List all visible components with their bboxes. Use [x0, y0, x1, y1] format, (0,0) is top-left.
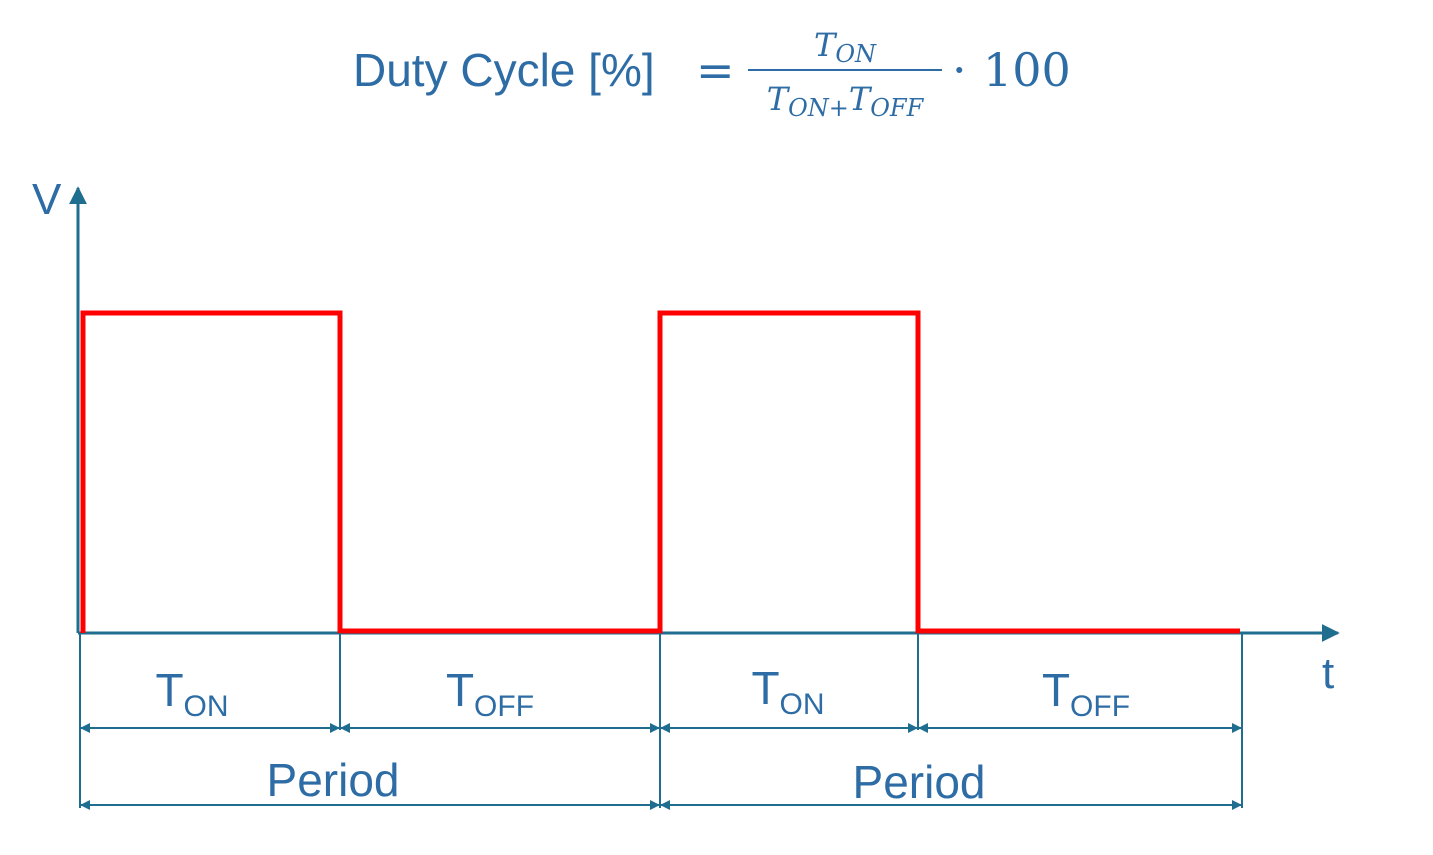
segment-base: T: [751, 662, 779, 714]
segment-label: TOFF: [1042, 664, 1130, 723]
segment-sub: OFF: [1070, 690, 1130, 723]
segment-label: TON: [155, 664, 228, 723]
pwm-waveform: [80, 310, 1240, 634]
formula-factor: 100: [983, 43, 1071, 97]
x-axis-label: t: [1322, 649, 1334, 698]
denominator-sub: ON+: [788, 94, 849, 122]
segment-label: TON: [751, 662, 824, 721]
y-axis-label: V: [32, 175, 62, 224]
segment-base: T: [155, 664, 183, 716]
segment-arrows: [80, 723, 1242, 810]
formula-eq: =: [696, 43, 735, 97]
segment-base: T: [1042, 664, 1070, 716]
denominator: TON+TOFF: [767, 80, 925, 122]
denominator-base: T: [849, 80, 873, 118]
segment-label: TOFF: [446, 664, 534, 723]
segment-sub: ON: [780, 688, 825, 721]
numerator-sub: ON: [835, 40, 877, 68]
segment-base: T: [446, 664, 474, 716]
segment-sub: OFF: [474, 690, 534, 723]
numerator-base: T: [814, 26, 838, 64]
denominator-base: T: [767, 80, 791, 118]
segment-sub: ON: [184, 690, 229, 723]
formula-lhs: Duty Cycle [%]: [353, 44, 655, 96]
denominator-sub: OFF: [870, 94, 924, 122]
dimension-ticks: [79, 633, 1243, 808]
period-label: Period: [853, 756, 986, 808]
formula-times: ·: [952, 43, 967, 97]
numerator: TON: [814, 26, 877, 68]
period-label: Period: [267, 754, 400, 806]
